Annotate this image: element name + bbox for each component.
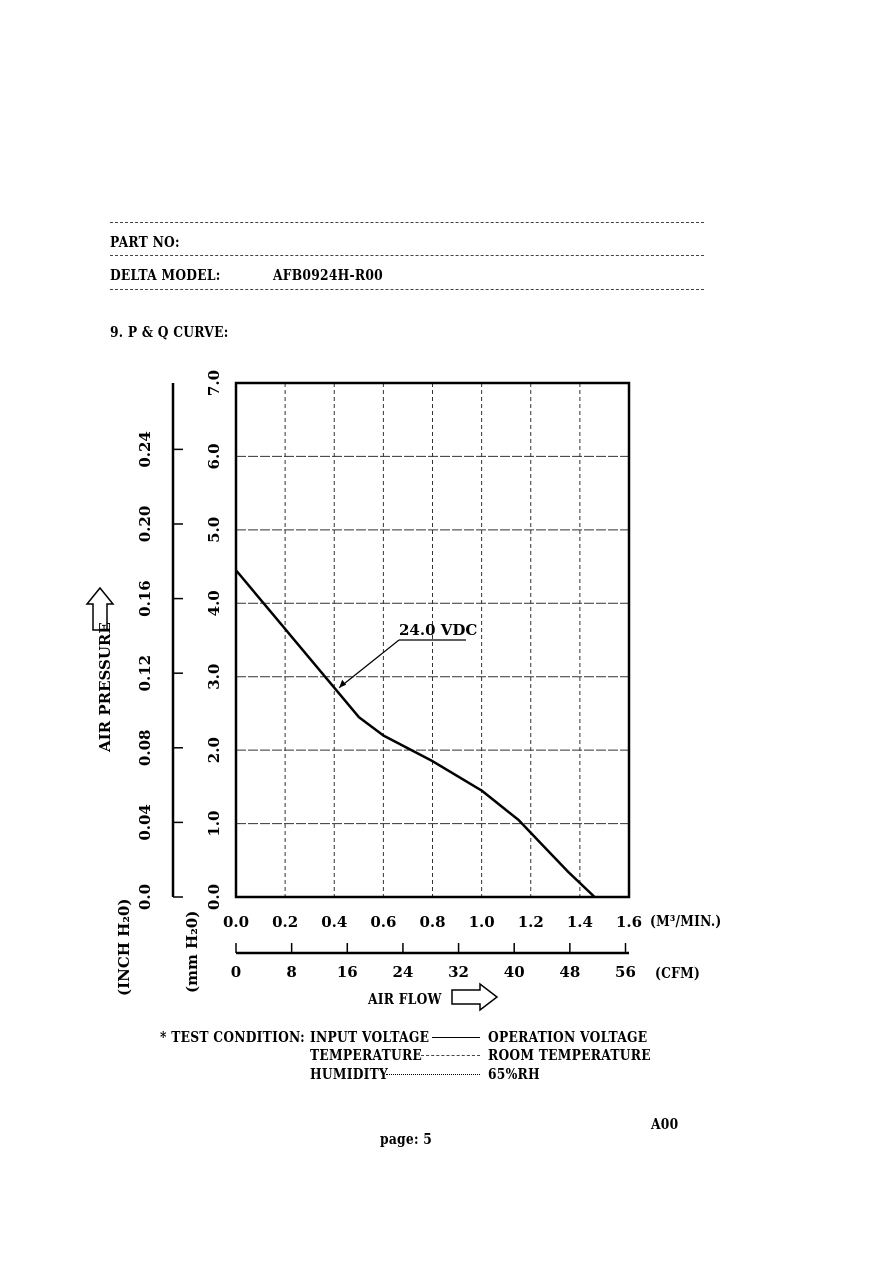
part-no-divider <box>110 255 704 256</box>
leader-temperature <box>421 1055 480 1056</box>
cfm-tick-label: 48 <box>559 963 580 981</box>
model-divider <box>110 289 704 290</box>
leader-voltage <box>432 1037 480 1038</box>
test-condition-label-humidity: HUMIDITY <box>310 1065 389 1083</box>
x-axis-title: AIR FLOW <box>368 990 442 1008</box>
top-divider <box>110 222 704 223</box>
x-tick-label: 0.4 <box>321 913 347 931</box>
test-condition-value-temperature: ROOM TEMPERATURE <box>488 1046 651 1064</box>
y-tick-label: 0.0 <box>205 884 223 910</box>
test-condition-value-humidity: 65%RH <box>488 1065 540 1083</box>
cfm-tick-label: 40 <box>504 963 525 981</box>
x-tick-label: 0.0 <box>223 913 249 931</box>
revision-code: A00 <box>651 1115 679 1133</box>
part-no-label: PART NO: <box>110 233 180 251</box>
x-tick-label: 0.8 <box>419 913 445 931</box>
y-tick-label: 6.0 <box>205 443 223 469</box>
x-unit-label: (M³/MIN.) <box>650 912 722 930</box>
plot-frame <box>234 381 631 899</box>
y-tick-label: 2.0 <box>205 737 223 763</box>
inch-tick-label: 0.0 <box>136 884 154 910</box>
leader-humidity <box>386 1074 480 1075</box>
right-arrow-icon <box>451 982 499 1012</box>
inch-tick-label: 0.24 <box>136 431 154 468</box>
y-tick-label: 5.0 <box>205 517 223 543</box>
x-secondary-unit-label: (CFM) <box>655 964 701 982</box>
model-label: DELTA MODEL: <box>110 266 221 284</box>
y-tick-label: 1.0 <box>205 811 223 837</box>
series-line <box>235 569 596 898</box>
inch-tick-label: 0.20 <box>136 506 154 543</box>
cfm-tick-label: 56 <box>615 963 636 981</box>
x-tick-label: 1.4 <box>567 913 593 931</box>
inch-tick-label: 0.04 <box>136 804 154 841</box>
y-tick-label: 3.0 <box>205 664 223 690</box>
inch-tick-label: 0.12 <box>136 655 154 692</box>
x-tick-label: 0.6 <box>370 913 396 931</box>
section-title: 9. P & Q CURVE: <box>110 323 229 341</box>
annotation-arrowhead <box>339 679 347 688</box>
test-condition-label-voltage: INPUT VOLTAGE <box>310 1028 430 1046</box>
x-tick-label: 0.2 <box>272 913 298 931</box>
up-arrow-icon <box>85 586 115 631</box>
test-condition-label-temperature: TEMPERATURE <box>310 1046 423 1064</box>
page-number: page: 5 <box>380 1130 433 1148</box>
y-secondary-unit-label: (INCH H₂0) <box>115 898 133 996</box>
y-unit-label: (mm H₂0) <box>183 910 201 993</box>
cfm-tick-label: 8 <box>286 963 296 981</box>
inch-tick-label: 0.16 <box>136 580 154 617</box>
x-tick-label: 1.0 <box>469 913 495 931</box>
test-condition-value-voltage: OPERATION VOLTAGE <box>488 1028 648 1046</box>
cfm-tick-label: 24 <box>392 963 413 981</box>
y-axis-title: AIR PRESSURE <box>96 622 114 752</box>
cfm-tick-label: 0 <box>231 963 241 981</box>
annotation-leader <box>338 639 400 689</box>
x-tick-label: 1.2 <box>518 913 544 931</box>
y-tick-label: 4.0 <box>205 590 223 616</box>
test-condition-heading: * TEST CONDITION: <box>160 1028 305 1046</box>
cfm-tick-label: 32 <box>448 963 469 981</box>
cfm-tick-label: 16 <box>337 963 358 981</box>
annotation-label: 24.0 VDC <box>399 621 477 639</box>
x-tick-label: 1.6 <box>616 913 642 931</box>
y-tick-label: 7.0 <box>205 370 223 396</box>
inch-tick-label: 0.08 <box>136 730 154 767</box>
model-value: AFB0924H-R00 <box>273 266 383 284</box>
